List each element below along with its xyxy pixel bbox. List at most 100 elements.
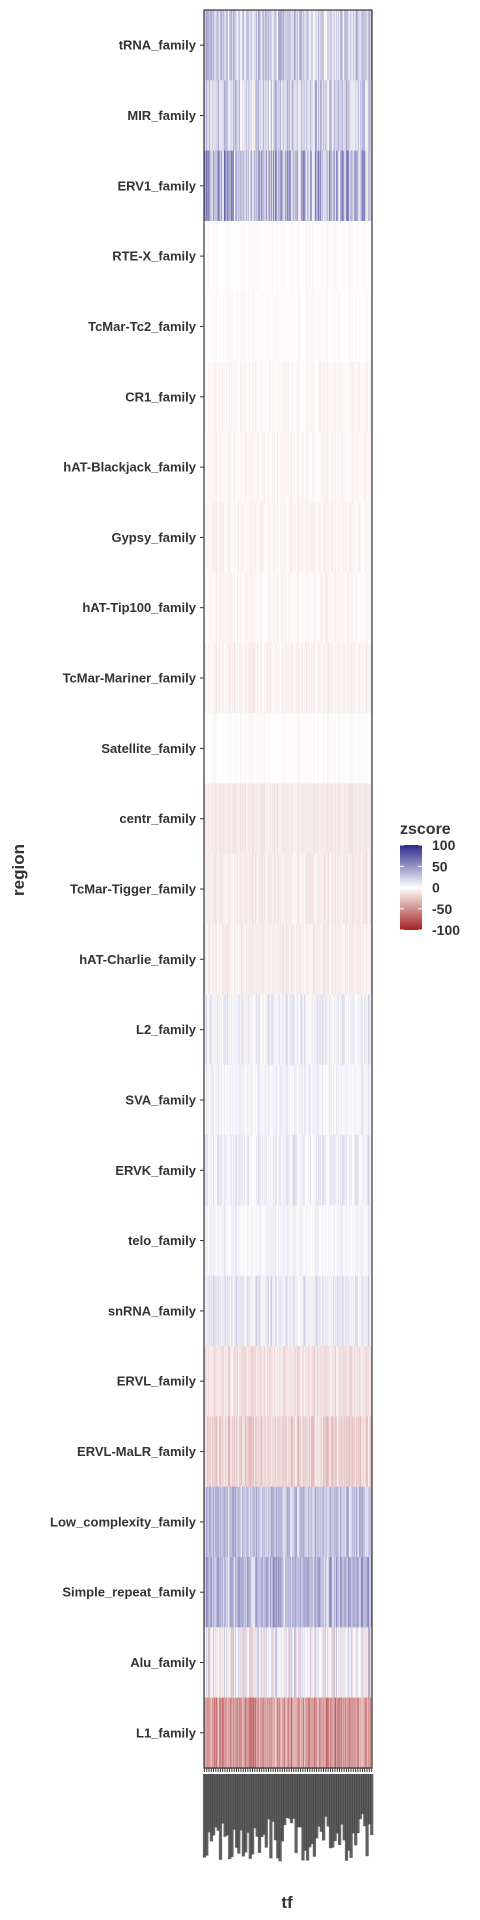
heatmap-cell [330, 572, 332, 644]
heatmap-cell [310, 10, 312, 81]
heatmap-cell [285, 713, 287, 784]
heatmap-cell [304, 1557, 306, 1628]
heatmap-cell [230, 924, 232, 995]
heatmap-cell [345, 1064, 347, 1136]
heatmap-cell [226, 924, 228, 995]
heatmap-cell [349, 291, 351, 362]
heatmap-cell [213, 853, 215, 925]
heatmap-cell [234, 1135, 236, 1206]
heatmap-cell [310, 924, 312, 995]
heatmap-cell [304, 150, 306, 222]
heatmap-cell [321, 80, 323, 151]
heatmap-cell [253, 1064, 255, 1136]
heatmap-cell [265, 10, 267, 81]
heatmap-cell [368, 572, 371, 644]
heatmap-cell [339, 853, 341, 925]
heatmap-cell [295, 1416, 297, 1488]
heatmap-cell [234, 994, 236, 1066]
heatmap-cell [292, 10, 294, 81]
heatmap-cell [292, 1064, 294, 1136]
heatmap-cell [326, 431, 328, 503]
heatmap-cell [272, 783, 274, 855]
heatmap-cell [370, 1346, 372, 1417]
heatmap-cell [229, 994, 232, 1066]
heatmap-cell [254, 1486, 256, 1558]
heatmap-cell [296, 502, 298, 573]
heatmap-cell [318, 1205, 320, 1277]
heatmap-cell [272, 713, 274, 784]
heatmap-cell [278, 1205, 280, 1277]
heatmap-cell [271, 572, 273, 644]
heatmap-cell [333, 291, 335, 362]
heatmap-cell [359, 783, 361, 855]
heatmap-cell [342, 361, 345, 433]
heatmap-cell [320, 924, 322, 995]
heatmap-cell [266, 361, 268, 433]
heatmap-cell [233, 80, 235, 151]
heatmap-cell [346, 1064, 348, 1136]
heatmap-cell [360, 924, 362, 995]
heatmap-cell [339, 994, 341, 1066]
heatmap-cell [273, 150, 275, 222]
heatmap-cell [289, 220, 291, 292]
heatmap-cell [298, 994, 300, 1066]
heatmap-cell [221, 1486, 223, 1558]
heatmap-cell [233, 1275, 235, 1347]
heatmap-cell [326, 220, 329, 292]
heatmap-cell [355, 783, 357, 855]
heatmap-cell [229, 1064, 232, 1136]
heatmap-cell [333, 1275, 335, 1347]
heatmap-cell [224, 853, 226, 925]
heatmap-cell [356, 1486, 358, 1558]
heatmap-cell [277, 994, 279, 1066]
heatmap-cell [318, 502, 320, 573]
heatmap-cell [358, 150, 360, 222]
heatmap-cell [287, 1205, 289, 1277]
heatmap-cell [336, 150, 338, 222]
heatmap-cell [221, 783, 223, 855]
heatmap-cell [226, 1135, 228, 1206]
heatmap-cell [323, 994, 325, 1066]
heatmap-cell [209, 1486, 211, 1558]
heatmap-cell [274, 572, 276, 644]
heatmap-cell [253, 783, 255, 855]
heatmap-cell [279, 924, 281, 995]
heatmap-cell [228, 572, 230, 644]
heatmap-cell [271, 150, 273, 222]
heatmap-cell [267, 1346, 269, 1417]
heatmap-cell [358, 1416, 360, 1488]
heatmap-cell [252, 783, 254, 855]
heatmap-cell [328, 783, 330, 855]
heatmap-cell [341, 1486, 343, 1558]
heatmap-cell [327, 220, 329, 292]
heatmap-cell [241, 361, 243, 433]
heatmap-cell [330, 1486, 332, 1558]
heatmap-cell [356, 1275, 358, 1347]
heatmap-cell [290, 1064, 292, 1136]
heatmap-cell [233, 431, 235, 503]
heatmap-cell [368, 150, 370, 222]
heatmap-cell [337, 1416, 339, 1488]
heatmap-cell [322, 220, 324, 292]
heatmap-cell [328, 361, 330, 433]
heatmap-cell [225, 1135, 227, 1206]
heatmap-cell [240, 642, 242, 714]
heatmap-cell [225, 994, 227, 1066]
heatmap-cell [335, 1416, 337, 1488]
heatmap-cell [350, 853, 352, 925]
heatmap-cell [334, 1346, 336, 1417]
heatmap-cell [326, 572, 329, 644]
heatmap-cell [279, 853, 281, 925]
heatmap-cell [363, 1416, 365, 1488]
heatmap-cell [370, 572, 372, 644]
heatmap-cell [278, 713, 280, 784]
heatmap-cell [306, 150, 308, 222]
heatmap-cell [300, 1346, 302, 1417]
heatmap-cell [289, 1486, 291, 1558]
heatmap-cell [243, 1135, 245, 1206]
heatmap-cell [307, 713, 309, 784]
heatmap-cell [208, 1346, 210, 1417]
heatmap-cell [280, 1135, 282, 1206]
heatmap-cell [246, 994, 248, 1066]
heatmap-cell [304, 1486, 306, 1558]
